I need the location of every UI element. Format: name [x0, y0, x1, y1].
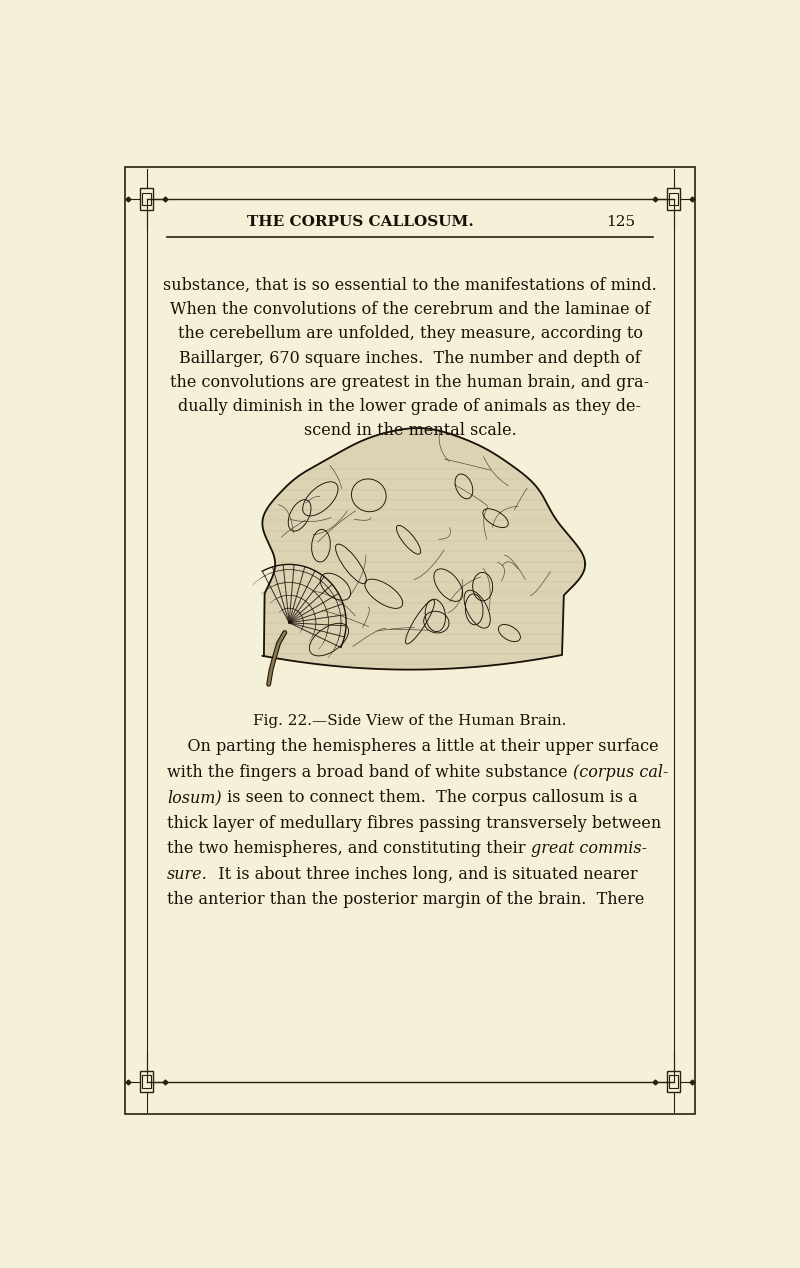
Bar — [140, 1071, 154, 1093]
Text: great commis-: great commis- — [530, 841, 646, 857]
Bar — [666, 1071, 680, 1093]
Bar — [142, 1075, 150, 1088]
Text: 125: 125 — [606, 216, 635, 230]
Text: (corpus cal-: (corpus cal- — [573, 763, 668, 781]
Text: substance, that is so essential to the manifestations of mind.
When the convolut: substance, that is so essential to the m… — [163, 278, 657, 439]
Bar — [670, 1075, 678, 1088]
Text: losum): losum) — [167, 789, 222, 806]
Text: thick layer of medullary fibres passing transversely between: thick layer of medullary fibres passing … — [167, 815, 662, 832]
Text: On parting the hemispheres a little at their upper surface: On parting the hemispheres a little at t… — [167, 738, 658, 754]
Text: It is about three inches long, and is situated nearer: It is about three inches long, and is si… — [208, 866, 638, 883]
Polygon shape — [262, 429, 585, 670]
Text: the anterior than the posterior margin of the brain.  There: the anterior than the posterior margin o… — [167, 891, 644, 908]
Text: Fig. 22.—Side View of the Human Brain.: Fig. 22.—Side View of the Human Brain. — [254, 714, 566, 728]
Text: the two hemispheres, and constituting their: the two hemispheres, and constituting th… — [167, 841, 530, 857]
Bar — [670, 193, 678, 205]
Text: is seen to connect them.  The corpus callosum is a: is seen to connect them. The corpus call… — [222, 789, 638, 806]
Bar — [666, 188, 680, 209]
Text: THE CORPUS CALLOSUM.: THE CORPUS CALLOSUM. — [247, 216, 474, 230]
Text: with the fingers a broad band of white substance: with the fingers a broad band of white s… — [167, 763, 573, 781]
Bar — [140, 188, 154, 209]
Text: sure.: sure. — [167, 866, 208, 883]
Bar — [142, 193, 150, 205]
